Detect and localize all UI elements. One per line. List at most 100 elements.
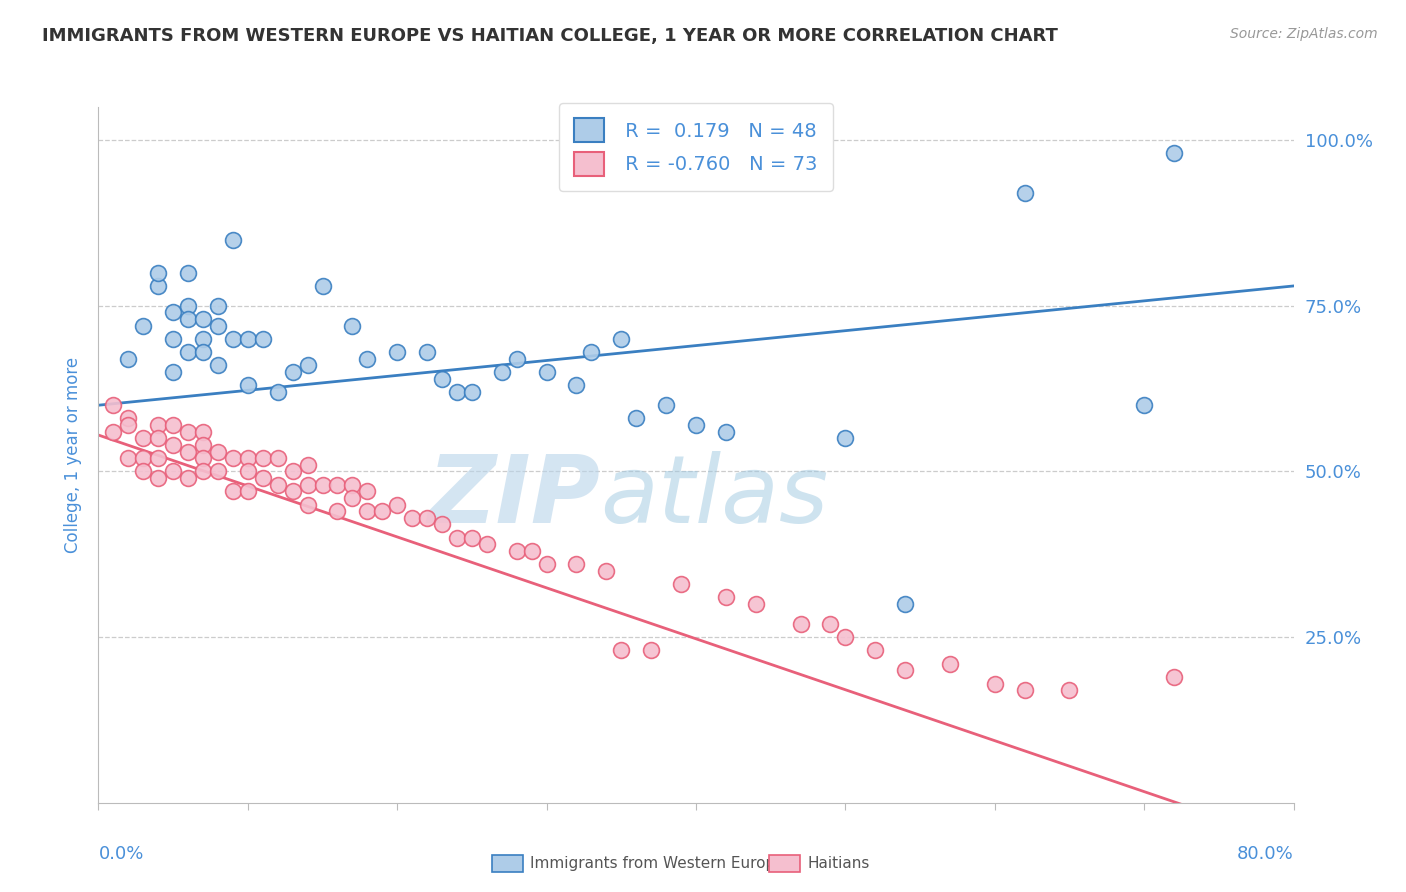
Point <box>207 465 229 479</box>
Point <box>984 676 1007 690</box>
Point <box>595 564 617 578</box>
Point <box>207 299 229 313</box>
Point <box>342 318 364 333</box>
Point <box>640 643 662 657</box>
Point <box>1059 683 1081 698</box>
Point <box>267 451 290 466</box>
Point <box>236 465 259 479</box>
Point <box>148 266 170 280</box>
Point <box>342 477 364 491</box>
Legend:  R =  0.179   N = 48,  R = -0.760   N = 73: R = 0.179 N = 48, R = -0.760 N = 73 <box>558 103 834 191</box>
Point <box>222 332 245 346</box>
Point <box>281 365 304 379</box>
Point <box>148 418 170 433</box>
Point <box>565 378 588 392</box>
Text: atlas: atlas <box>600 451 828 542</box>
Point <box>191 312 214 326</box>
Point <box>714 425 737 439</box>
Point <box>834 630 856 644</box>
Point <box>236 484 259 499</box>
Point <box>297 498 319 512</box>
Point <box>207 359 229 373</box>
Point <box>491 365 513 379</box>
Point <box>132 431 155 445</box>
Point <box>939 657 962 671</box>
Point <box>252 332 274 346</box>
Text: 0.0%: 0.0% <box>98 845 143 863</box>
Point <box>177 312 200 326</box>
Point <box>191 332 214 346</box>
Point <box>865 643 887 657</box>
Point <box>326 504 349 518</box>
Point <box>416 511 439 525</box>
Point <box>132 318 155 333</box>
Point <box>416 345 439 359</box>
Point <box>1133 398 1156 412</box>
Point <box>342 491 364 505</box>
Point <box>132 465 155 479</box>
Point <box>626 411 648 425</box>
Point <box>356 484 378 499</box>
Point <box>222 451 245 466</box>
Y-axis label: College, 1 year or more: College, 1 year or more <box>65 357 83 553</box>
Text: Immigrants from Western Europe: Immigrants from Western Europe <box>530 856 785 871</box>
Point <box>162 465 184 479</box>
Point <box>177 471 200 485</box>
Point <box>191 465 214 479</box>
Point <box>177 345 200 359</box>
Point <box>297 477 319 491</box>
Point <box>236 378 259 392</box>
Point <box>162 365 184 379</box>
Point <box>117 451 139 466</box>
Point <box>356 351 378 366</box>
Point <box>236 451 259 466</box>
Point <box>669 577 692 591</box>
Point <box>148 279 170 293</box>
Point <box>207 444 229 458</box>
Point <box>103 425 125 439</box>
Text: ZIP: ZIP <box>427 450 600 542</box>
Point <box>894 597 917 611</box>
Point <box>117 351 139 366</box>
Text: Haitians: Haitians <box>807 856 869 871</box>
Point <box>520 544 543 558</box>
Point <box>191 451 214 466</box>
Point <box>311 477 333 491</box>
Point <box>148 451 170 466</box>
Point <box>1163 670 1185 684</box>
Point <box>371 504 394 518</box>
Text: IMMIGRANTS FROM WESTERN EUROPE VS HAITIAN COLLEGE, 1 YEAR OR MORE CORRELATION CH: IMMIGRANTS FROM WESTERN EUROPE VS HAITIA… <box>42 27 1059 45</box>
Point <box>610 643 633 657</box>
Point <box>162 332 184 346</box>
Point <box>191 425 214 439</box>
Point <box>162 418 184 433</box>
Point <box>430 517 453 532</box>
Point <box>536 365 558 379</box>
Point <box>177 444 200 458</box>
Point <box>446 531 468 545</box>
Point <box>536 558 558 572</box>
Point <box>834 431 856 445</box>
Point <box>222 233 245 247</box>
Point <box>281 484 304 499</box>
Point <box>252 451 274 466</box>
Point <box>281 465 304 479</box>
Point <box>297 458 319 472</box>
Point <box>132 451 155 466</box>
Text: Source: ZipAtlas.com: Source: ZipAtlas.com <box>1230 27 1378 41</box>
Point <box>506 351 529 366</box>
Text: 80.0%: 80.0% <box>1237 845 1294 863</box>
Point <box>461 531 484 545</box>
Point <box>177 425 200 439</box>
Point <box>714 591 737 605</box>
Point <box>162 438 184 452</box>
Point <box>789 616 811 631</box>
Point <box>446 384 468 399</box>
Point <box>267 384 290 399</box>
Point <box>297 359 319 373</box>
Point <box>267 477 290 491</box>
Point <box>745 597 768 611</box>
Point <box>475 537 498 551</box>
Point <box>430 372 453 386</box>
Point <box>311 279 333 293</box>
